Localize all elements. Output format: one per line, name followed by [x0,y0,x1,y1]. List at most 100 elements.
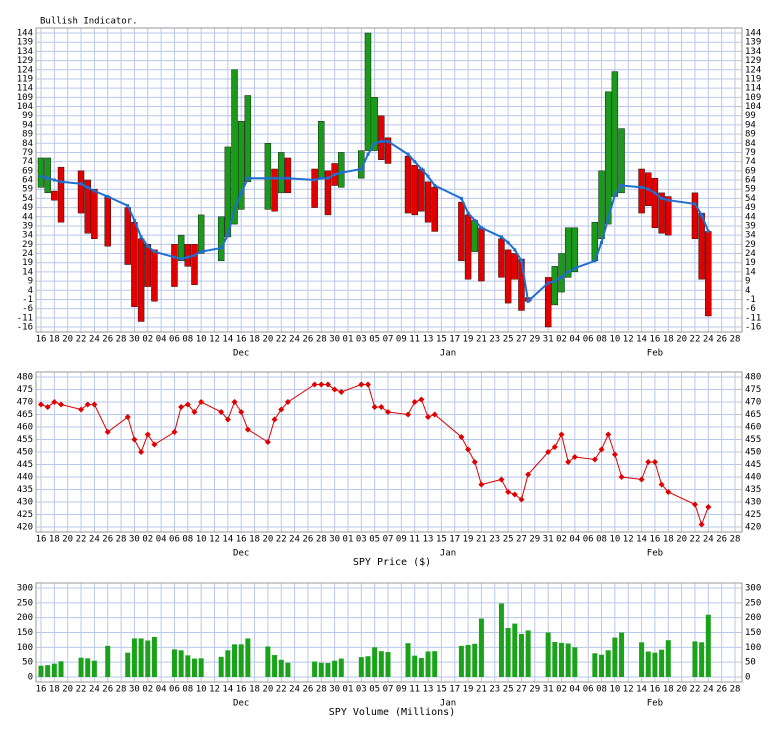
y-tick-label: 29 [22,240,33,250]
x-tick-label: 28 [316,685,327,695]
x-tick-label: 16 [236,535,247,545]
indicator-bar [371,97,378,151]
volume-bar [325,663,331,677]
indicator-bar [318,120,325,179]
x-tick-label: 13 [423,535,434,545]
indicator-marker [693,202,697,206]
x-tick-label: 08 [596,685,607,695]
indicator-marker [379,139,383,143]
price-marker [131,436,138,443]
volume-bar [699,642,705,677]
price-marker [78,406,85,413]
y-tick-label: 4 [28,286,33,296]
y-tick-label-right: 104 [745,102,761,112]
indicator-bar [244,95,252,183]
x-tick-label: 02 [142,335,153,345]
y-tick-label: 139 [17,38,33,48]
y-tick-label-right: 445 [745,460,761,470]
y-tick-label-right: 300 [745,584,761,594]
indicator-marker [179,257,183,261]
y-tick-label: 435 [17,485,33,495]
price-marker [605,431,612,438]
indicator-marker [339,171,343,175]
indicator-bar [618,128,625,194]
indicator-bar [471,220,478,252]
x-tick-label: 28 [730,685,741,695]
y-tick-label: 19 [22,258,33,268]
indicator-bar [411,165,418,216]
x-tick-label: 27 [516,685,527,695]
x-tick-label: 20 [62,685,73,695]
price-marker [58,401,65,408]
volume-bar [652,652,658,677]
y-tick-label: 200 [17,613,33,623]
y-tick-label: 39 [22,221,33,231]
indicator-marker [479,226,483,230]
month-label: Dec [233,699,249,709]
indicator-marker [606,217,610,221]
price-marker [385,409,391,415]
x-tick-label: 02 [142,685,153,695]
x-tick-label: 20 [262,535,273,545]
y-tick-label: 129 [17,56,33,66]
indicator-marker [233,207,237,211]
x-tick-label: 04 [569,535,580,545]
x-tick-label: 03 [356,685,367,695]
indicator-marker [199,250,203,254]
indicator-bar [464,214,472,280]
x-tick-label: 20 [676,335,687,345]
indicator-bar [424,181,432,223]
volume-bar [612,637,618,677]
indicator-marker [433,184,437,188]
volume-bar [639,642,645,677]
indicator-bar [705,231,712,317]
price-marker [591,456,598,463]
x-tick-label: 18 [49,535,60,545]
x-tick-label: 16 [650,335,661,345]
x-tick-label: 18 [49,335,60,345]
x-tick-label: 10 [196,535,207,545]
x-tick-label: 24 [289,335,300,345]
y-tick-label-right: 480 [745,373,761,383]
y-tick-label-right: -1 [745,295,756,305]
price-marker [231,399,238,405]
x-tick-label: 20 [62,335,73,345]
y-tick-label-right: 460 [745,423,761,433]
indicator-marker [466,211,470,215]
indicator-bar [137,238,145,322]
x-tick-label: 30 [129,335,140,345]
month-label: Feb [647,699,663,709]
y-tick-label-right: -11 [745,313,761,323]
volume-bar [705,614,711,677]
indicator-bar [498,238,505,278]
x-tick-label: 27 [516,335,527,345]
y-tick-label: 124 [17,65,33,75]
indicator-marker [273,176,277,180]
x-tick-label: 15 [436,685,447,695]
indicator-bar [77,170,85,214]
price-marker [271,416,278,423]
price-marker [431,411,438,418]
x-tick-label: 21 [476,535,487,545]
y-tick-label-right: 99 [745,111,756,121]
y-tick-label: 109 [17,93,33,103]
y-tick-label: 450 [17,448,33,458]
y-tick-label: 104 [17,102,33,112]
indicator-marker [473,218,477,222]
volume-bar [91,660,97,677]
indicator-bar [197,214,205,254]
indicator-marker [246,176,250,180]
y-tick-label-right: 420 [745,523,761,533]
price-marker [458,434,465,440]
y-tick-label-right: 9 [745,277,750,287]
x-tick-label: 24 [89,335,100,345]
price-marker [144,431,151,438]
month-label: Jan [440,699,456,709]
x-tick-label: 23 [489,335,500,345]
indicator-marker [519,259,523,263]
indicator-marker [279,176,283,180]
volume-bar [191,658,197,677]
volume-bar [405,643,411,677]
indicator-marker [366,152,370,156]
